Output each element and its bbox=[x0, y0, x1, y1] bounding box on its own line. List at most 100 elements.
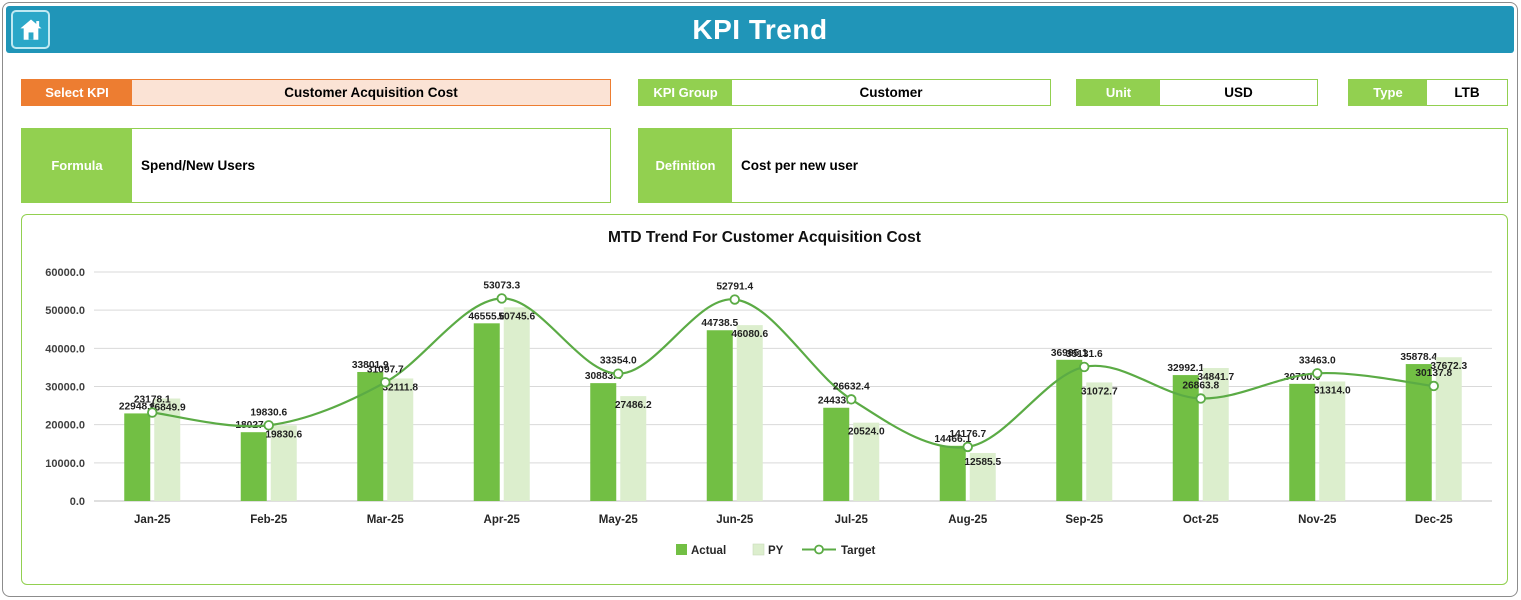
target-marker bbox=[1195, 393, 1206, 404]
y-axis-tick: 20000.0 bbox=[45, 420, 85, 432]
data-label-target: 26863.8 bbox=[1182, 380, 1219, 391]
bar-py bbox=[270, 425, 297, 501]
data-label-target: 33354.0 bbox=[600, 356, 637, 367]
data-label-target: 31097.7 bbox=[367, 364, 404, 375]
data-label-target: 26632.4 bbox=[833, 381, 870, 392]
data-label-target: 52791.4 bbox=[716, 282, 753, 293]
definition-label: Definition bbox=[639, 129, 732, 202]
data-label-actual: 46555.6 bbox=[468, 311, 505, 322]
y-axis-tick: 50000.0 bbox=[45, 305, 85, 317]
target-marker bbox=[380, 377, 391, 388]
home-icon bbox=[19, 18, 42, 40]
data-label-py: 31072.7 bbox=[1081, 386, 1118, 397]
formula-value: Spend/New Users bbox=[132, 129, 610, 202]
data-label-target: 19830.6 bbox=[250, 407, 287, 418]
legend-swatch-actual bbox=[676, 544, 687, 555]
data-label-actual: 33801.9 bbox=[352, 360, 389, 371]
kpi-trend-chart: 0.0 10000.0 20000.0 30000.0 40000.0 50000.0 60… bbox=[45, 267, 1492, 557]
unit-field: Unit USD bbox=[1076, 79, 1318, 106]
bar-actual bbox=[939, 445, 966, 501]
data-label-target: 14176.7 bbox=[949, 429, 986, 440]
header-bar: KPI Trend bbox=[6, 6, 1514, 53]
bar-py bbox=[1086, 382, 1113, 501]
target-marker bbox=[147, 407, 158, 418]
bar-actual bbox=[1405, 364, 1432, 501]
data-label-actual: 14466.1 bbox=[934, 434, 971, 445]
bar-actual bbox=[124, 413, 151, 501]
target-marker bbox=[729, 294, 740, 305]
x-axis-label: Apr-25 bbox=[484, 514, 521, 526]
bar-actual bbox=[706, 330, 733, 501]
data-label-py: 12585.5 bbox=[964, 457, 1001, 468]
page-title: KPI Trend bbox=[692, 13, 828, 45]
data-label-py: 20524.0 bbox=[848, 427, 885, 438]
target-line bbox=[152, 297, 1434, 449]
data-label-actual: 22948.6 bbox=[119, 401, 156, 412]
x-axis-label: Feb-25 bbox=[250, 514, 288, 526]
kpi-group-label: KPI Group bbox=[639, 80, 732, 105]
legend-label-actual: Actual bbox=[691, 545, 726, 557]
data-label-py: 26849.9 bbox=[149, 403, 186, 414]
legend-swatch-py bbox=[752, 543, 765, 556]
home-button[interactable] bbox=[11, 10, 50, 49]
data-label-py: 34841.7 bbox=[1197, 372, 1234, 383]
x-axis-label: Nov-25 bbox=[1298, 514, 1337, 526]
bar-py bbox=[853, 422, 880, 501]
data-label-actual: 35878.4 bbox=[1400, 352, 1437, 363]
y-axis-tick: 40000.0 bbox=[45, 343, 85, 355]
data-label-actual: 30883.4 bbox=[585, 371, 622, 382]
data-label-actual: 44738.5 bbox=[701, 318, 738, 329]
bar-py bbox=[736, 325, 763, 501]
bar-actual bbox=[590, 383, 617, 501]
select-kpi-group: Select KPI Customer Acquisition Cost bbox=[21, 79, 611, 106]
formula-field: Formula Spend/New Users bbox=[21, 128, 611, 203]
unit-label: Unit bbox=[1077, 80, 1160, 105]
bar-py bbox=[1435, 357, 1462, 501]
chart-title: MTD Trend For Customer Acquisition Cost bbox=[608, 229, 921, 246]
bar-py bbox=[969, 452, 996, 501]
data-label-py: 50745.6 bbox=[498, 311, 535, 322]
target-marker bbox=[1079, 361, 1090, 373]
data-label-py: 32111.8 bbox=[382, 382, 418, 393]
data-label-target: 33463.0 bbox=[1299, 355, 1336, 366]
bar-py bbox=[503, 307, 530, 501]
bar-py bbox=[1319, 381, 1346, 501]
data-label-actual: 32992.1 bbox=[1167, 363, 1204, 374]
data-label-py: 46080.6 bbox=[731, 329, 768, 340]
x-axis-label: Sep-25 bbox=[1065, 514, 1103, 526]
legend-label-py: PY bbox=[768, 545, 784, 557]
x-axis-label: Jul-25 bbox=[835, 514, 869, 526]
data-label-py: 31314.0 bbox=[1314, 385, 1351, 396]
bar-actual bbox=[240, 432, 267, 501]
x-axis-label: Oct-25 bbox=[1183, 514, 1219, 526]
data-label-target: 30137.8 bbox=[1415, 368, 1452, 379]
bar-py bbox=[620, 396, 647, 501]
type-value: LTB bbox=[1427, 80, 1507, 105]
kpi-group-field: KPI Group Customer bbox=[638, 79, 1051, 106]
data-label-target: 53073.3 bbox=[483, 280, 520, 291]
target-marker bbox=[1312, 368, 1323, 379]
target-marker bbox=[613, 368, 624, 379]
bar-actual bbox=[1056, 359, 1083, 501]
bar-py bbox=[387, 378, 414, 501]
kpi-group-value: Customer bbox=[732, 80, 1050, 105]
legend-label-target: Target bbox=[841, 545, 875, 557]
target-marker bbox=[263, 420, 274, 431]
bar-actual bbox=[823, 407, 850, 501]
data-label-target: 23178.1 bbox=[134, 395, 171, 406]
formula-label: Formula bbox=[22, 129, 132, 202]
target-marker bbox=[846, 394, 857, 405]
select-kpi-label: Select KPI bbox=[22, 80, 132, 105]
select-kpi-dropdown[interactable]: Customer Acquisition Cost bbox=[132, 80, 610, 105]
x-axis-label: Mar-25 bbox=[367, 514, 405, 526]
x-axis-label: Jun-25 bbox=[716, 514, 754, 526]
chart-panel: MTD Trend For Customer Acquisition Cost … bbox=[21, 214, 1508, 585]
y-axis-tick: 60000.0 bbox=[45, 267, 85, 279]
y-axis-tick: 10000.0 bbox=[45, 458, 85, 470]
data-label-target: 35131.6 bbox=[1066, 349, 1103, 360]
x-axis-label: Jan-25 bbox=[134, 514, 171, 526]
type-field: Type LTB bbox=[1348, 79, 1508, 106]
unit-value: USD bbox=[1160, 80, 1317, 105]
y-axis-tick: 30000.0 bbox=[45, 382, 85, 394]
